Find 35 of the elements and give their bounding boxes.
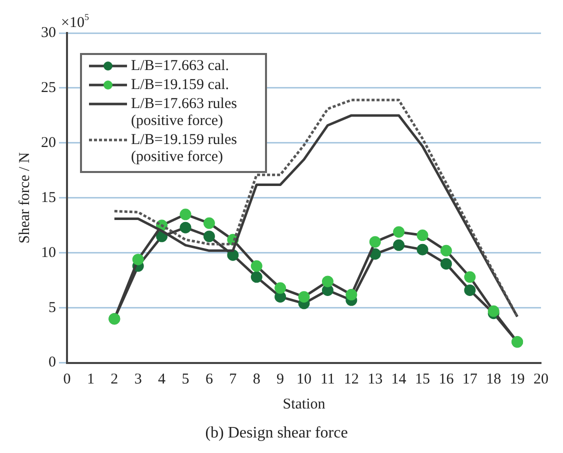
legend-label: L/B=17.663 rules (positive force) [131, 96, 238, 130]
legend-label: L/B=19.159 rules (positive force) [131, 132, 238, 166]
x-tick-label: 7 [229, 372, 238, 388]
x-tick-label: 12 [344, 372, 359, 388]
legend-label: L/B=19.159 cal. [131, 77, 230, 94]
y-tick-label: 10 [41, 244, 56, 261]
text: (b) Design shear force [205, 424, 348, 442]
y-tick-label: 0 [48, 354, 56, 371]
x-tick-label: 2 [110, 372, 118, 388]
y-tick-label: 30 [41, 24, 56, 41]
legend-label: L/B=17.663 cal. [131, 58, 230, 75]
x-tick-label: 16 [438, 372, 454, 388]
x-tick-label: 4 [158, 372, 166, 388]
x-tick-label: 13 [368, 372, 383, 388]
x-tick-label: 11 [320, 372, 335, 388]
x-tick-label: 1 [86, 372, 94, 388]
x-tick-label: 19 [510, 372, 525, 388]
x-tick-label: 6 [205, 372, 214, 388]
x-tick-label: 18 [486, 372, 502, 388]
x-tick-label: 0 [63, 372, 71, 388]
x-axis-title: Station [282, 396, 326, 413]
y-tick-label: 15 [41, 190, 56, 206]
x-tick-label: 15 [415, 372, 430, 388]
x-tick-label: 17 [462, 372, 478, 388]
x-tick-label: 5 [182, 372, 190, 388]
x-tick-label: 8 [252, 372, 260, 388]
x-tick-label: 10 [296, 372, 312, 388]
x-tick-label: 14 [391, 372, 407, 388]
x-tick-label: 20 [534, 372, 548, 388]
x-tick-label: 9 [276, 372, 284, 388]
y-tick-label: 20 [41, 134, 56, 151]
y-tick-label: 25 [41, 80, 56, 96]
x-tick-label: 3 [134, 372, 142, 388]
y-axis-title: Shear force / N [16, 152, 33, 244]
y-tick-label: 5 [48, 300, 56, 316]
